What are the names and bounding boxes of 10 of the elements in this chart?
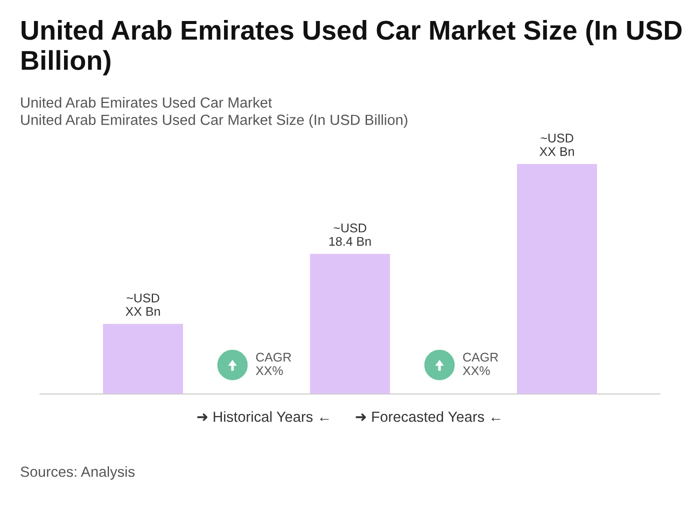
chart-title: United Arab Emirates Used Car Market Size (In USD Billion) xyxy=(22,20,682,76)
chart-subtitle: United Arab Emirates Used Car Market United Arab Emirates Used Car Market Size (In USD Billion) xyxy=(21,97,408,128)
annotation: CAGR XX% xyxy=(462,352,498,376)
data-label: ~USD XX Bn xyxy=(126,294,160,316)
text: ➜ Forecasted Years ← xyxy=(356,411,500,422)
data-label: ~USD 18.4 Bn xyxy=(329,224,371,246)
data-label: ~USD XX Bn xyxy=(540,134,574,156)
annotation: CAGR XX% xyxy=(256,352,292,376)
text: ➜ Historical Years ← xyxy=(197,411,329,422)
source-note: Sources: Analysis xyxy=(20,466,135,480)
